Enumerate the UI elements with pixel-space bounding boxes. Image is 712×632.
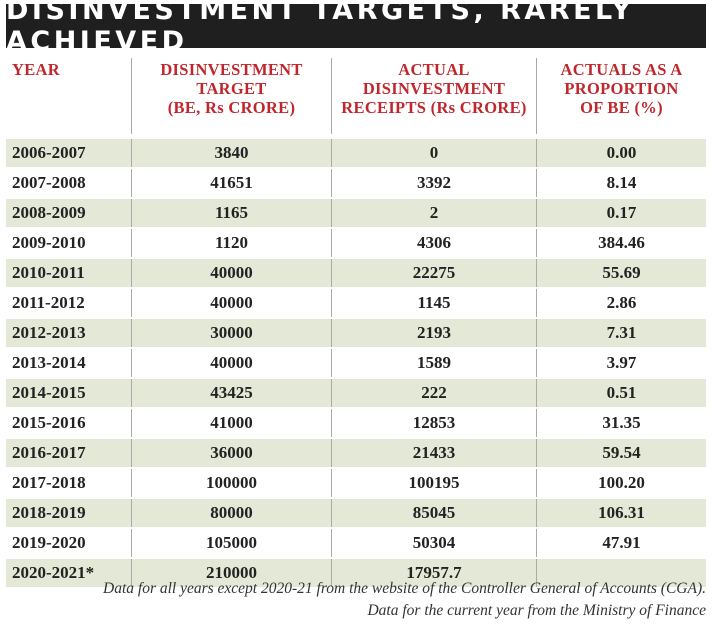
year-cell: 2020-2021*	[12, 563, 95, 582]
target-cell: 1165	[131, 199, 331, 227]
target-cell: 100000	[131, 469, 331, 497]
header-year-label: YEAR	[12, 60, 60, 79]
header-actual-line3: RECEIPTS (Rs CRORE)	[341, 98, 527, 117]
table-body: 2006-2007 3840 0 0.00 2007-2008 41651 3392 8.14…	[6, 139, 706, 587]
source-note: Data for all years except 2020-21 from t…	[103, 578, 706, 622]
year-cell: 2014-2015	[12, 383, 86, 402]
target-cell: 3840	[131, 139, 331, 167]
target-cell: 40000	[131, 349, 331, 377]
header-actual-line1: ACTUAL	[398, 60, 470, 79]
table-row: 2019-2020 105000 50304 47.91	[6, 529, 706, 557]
target-cell: 1120	[131, 229, 331, 257]
table-row: 2014-2015 43425 222 0.51	[6, 379, 706, 407]
year-cell: 2007-2008	[12, 173, 86, 192]
target-cell: 30000	[131, 319, 331, 347]
proportion-cell: 0.51	[536, 379, 706, 407]
actual-cell: 50304	[331, 529, 536, 557]
proportion-cell: 0.00	[536, 139, 706, 167]
proportion-cell: 384.46	[536, 229, 706, 257]
table-row: 2012-2013 30000 2193 7.31	[6, 319, 706, 347]
actual-cell: 4306	[331, 229, 536, 257]
year-cell: 2019-2020	[12, 533, 86, 552]
target-cell: 105000	[131, 529, 331, 557]
table-row: 2011-2012 40000 1145 2.86	[6, 289, 706, 317]
target-cell: 36000	[131, 439, 331, 467]
actual-cell: 22275	[331, 259, 536, 287]
actual-cell: 1145	[331, 289, 536, 317]
table-row: 2009-2010 1120 4306 384.46	[6, 229, 706, 257]
year-cell: 2008-2009	[12, 203, 86, 222]
header-target-line3: (BE, Rs CRORE)	[167, 98, 296, 117]
actual-cell: 85045	[331, 499, 536, 527]
header-actual: ACTUAL DISINVESTMENT RECEIPTS (Rs CRORE)	[331, 58, 536, 134]
year-cell: 2013-2014	[12, 353, 86, 372]
year-cell: 2010-2011	[12, 263, 85, 282]
table-row: 2018-2019 80000 85045 106.31	[6, 499, 706, 527]
header-target-line1: DISINVESTMENT	[160, 60, 303, 79]
actual-cell: 1589	[331, 349, 536, 377]
target-cell: 41651	[131, 169, 331, 197]
proportion-cell: 3.97	[536, 349, 706, 377]
actual-cell: 100195	[331, 469, 536, 497]
target-cell: 210000	[131, 559, 331, 587]
proportion-cell: 2.86	[536, 289, 706, 317]
year-cell: 2015-2016	[12, 413, 86, 432]
proportion-cell: 0.17	[536, 199, 706, 227]
header-actual-line2: DISINVESTMENT	[362, 79, 506, 98]
table-row: 2016-2017 36000 21433 59.54	[6, 439, 706, 467]
proportion-cell: 8.14	[536, 169, 706, 197]
actual-cell: 222	[331, 379, 536, 407]
table-infographic: DISINVESTMENT TARGETS, RARELY ACHIEVED Y…	[6, 0, 706, 589]
proportion-cell: 7.31	[536, 319, 706, 347]
year-cell: 2009-2010	[12, 233, 86, 252]
table-row: 2010-2011 40000 22275 55.69	[6, 259, 706, 287]
actual-cell: 21433	[331, 439, 536, 467]
proportion-cell: 55.69	[536, 259, 706, 287]
actual-cell: 2	[331, 199, 536, 227]
header-target: DISINVESTMENT TARGET (BE, Rs CRORE)	[131, 58, 331, 134]
table-title: DISINVESTMENT TARGETS, RARELY ACHIEVED	[6, 0, 706, 57]
target-cell: 80000	[131, 499, 331, 527]
proportion-cell: 106.31	[536, 499, 706, 527]
table-row: 2008-2009 1165 2 0.17	[6, 199, 706, 227]
proportion-cell	[536, 559, 706, 587]
table-row: 2017-2018 100000 100195 100.20	[6, 469, 706, 497]
table-header: YEAR DISINVESTMENT TARGET (BE, Rs CRORE)…	[6, 58, 706, 134]
table-row: 2015-2016 41000 12853 31.35	[6, 409, 706, 437]
table-row: 2020-2021* 210000 17957.7	[6, 559, 706, 587]
actual-cell: 3392	[331, 169, 536, 197]
year-cell: 2006-2007	[12, 143, 86, 162]
source-note-line2: Data for the current year from the Minis…	[367, 602, 706, 619]
target-cell: 40000	[131, 289, 331, 317]
year-cell: 2016-2017	[12, 443, 86, 462]
header-proportion: ACTUALS AS A PROPORTION OF BE (%)	[536, 58, 706, 134]
actual-cell: 17957.7	[331, 559, 536, 587]
header-proportion-line2: PROPORTION	[564, 79, 679, 98]
table-row: 2006-2007 3840 0 0.00	[6, 139, 706, 167]
source-note-line1: Data for all years except 2020-21 from t…	[103, 580, 706, 597]
target-cell: 41000	[131, 409, 331, 437]
year-cell: 2011-2012	[12, 293, 85, 312]
header-year: YEAR	[6, 58, 131, 134]
proportion-cell: 31.35	[536, 409, 706, 437]
header-proportion-line3: OF BE (%)	[580, 98, 663, 117]
year-cell: 2012-2013	[12, 323, 86, 342]
proportion-cell: 47.91	[536, 529, 706, 557]
target-cell: 40000	[131, 259, 331, 287]
table-row: 2013-2014 40000 1589 3.97	[6, 349, 706, 377]
year-cell: 2017-2018	[12, 473, 86, 492]
header-target-line2: TARGET	[196, 79, 267, 98]
table-row: 2007-2008 41651 3392 8.14	[6, 169, 706, 197]
proportion-cell: 59.54	[536, 439, 706, 467]
header-proportion-line1: ACTUALS AS A	[560, 60, 683, 79]
actual-cell: 2193	[331, 319, 536, 347]
year-cell: 2018-2019	[12, 503, 86, 522]
actual-cell: 12853	[331, 409, 536, 437]
actual-cell: 0	[331, 139, 536, 167]
proportion-cell: 100.20	[536, 469, 706, 497]
target-cell: 43425	[131, 379, 331, 407]
